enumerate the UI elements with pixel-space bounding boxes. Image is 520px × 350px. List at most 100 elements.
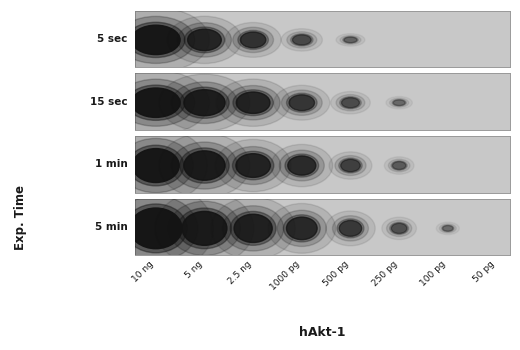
Ellipse shape [393, 100, 405, 106]
Ellipse shape [226, 85, 280, 120]
Ellipse shape [133, 149, 179, 182]
Ellipse shape [391, 223, 407, 233]
Ellipse shape [177, 208, 231, 249]
Ellipse shape [126, 22, 185, 57]
Text: 500 pg: 500 pg [322, 259, 350, 288]
Text: 2.5 ng: 2.5 ng [227, 259, 253, 286]
Ellipse shape [159, 133, 250, 198]
Ellipse shape [132, 88, 180, 117]
Ellipse shape [291, 34, 313, 46]
Ellipse shape [443, 225, 453, 231]
Ellipse shape [283, 215, 320, 242]
Ellipse shape [281, 29, 322, 51]
Ellipse shape [281, 90, 322, 116]
Ellipse shape [274, 85, 330, 120]
Ellipse shape [382, 217, 417, 239]
Ellipse shape [168, 201, 240, 255]
Ellipse shape [211, 197, 295, 259]
Ellipse shape [439, 224, 456, 233]
Ellipse shape [230, 211, 276, 245]
Ellipse shape [102, 70, 210, 135]
Ellipse shape [240, 32, 266, 48]
Ellipse shape [172, 142, 238, 189]
Ellipse shape [226, 147, 281, 184]
Ellipse shape [436, 222, 459, 234]
Ellipse shape [215, 139, 291, 192]
Ellipse shape [188, 29, 222, 51]
Ellipse shape [331, 92, 370, 114]
Ellipse shape [223, 206, 284, 251]
Text: hAkt-1: hAkt-1 [299, 327, 346, 340]
Ellipse shape [236, 154, 270, 177]
Ellipse shape [182, 211, 227, 245]
Text: 5 sec: 5 sec [97, 34, 127, 44]
Ellipse shape [180, 148, 229, 183]
Ellipse shape [180, 87, 229, 118]
Ellipse shape [268, 203, 335, 253]
Ellipse shape [392, 99, 406, 106]
Ellipse shape [234, 214, 272, 243]
Ellipse shape [236, 92, 270, 113]
Ellipse shape [155, 191, 254, 266]
Ellipse shape [336, 34, 365, 46]
Ellipse shape [238, 30, 268, 49]
Ellipse shape [98, 184, 213, 273]
Text: 10 ng: 10 ng [131, 259, 156, 284]
Ellipse shape [128, 145, 184, 186]
Ellipse shape [167, 16, 241, 63]
Ellipse shape [389, 222, 409, 234]
Text: 1000 pg: 1000 pg [269, 259, 302, 292]
Ellipse shape [337, 219, 364, 238]
Ellipse shape [340, 35, 361, 44]
Ellipse shape [216, 79, 290, 126]
Text: 100 pg: 100 pg [419, 259, 448, 288]
Ellipse shape [117, 79, 194, 126]
Text: 50 pg: 50 pg [472, 259, 497, 284]
Ellipse shape [126, 85, 185, 120]
Ellipse shape [277, 210, 327, 246]
Ellipse shape [336, 94, 365, 111]
Ellipse shape [341, 159, 360, 172]
Ellipse shape [124, 204, 187, 253]
Ellipse shape [177, 23, 231, 57]
Ellipse shape [285, 154, 319, 177]
Text: 5 min: 5 min [95, 222, 127, 232]
Ellipse shape [386, 97, 412, 109]
Ellipse shape [287, 93, 317, 112]
Ellipse shape [339, 220, 362, 236]
Ellipse shape [292, 35, 311, 45]
Ellipse shape [271, 145, 333, 187]
Text: 15 sec: 15 sec [90, 97, 127, 107]
Ellipse shape [343, 36, 358, 43]
Ellipse shape [232, 151, 274, 180]
Ellipse shape [441, 225, 454, 232]
Ellipse shape [289, 95, 315, 111]
Ellipse shape [159, 74, 250, 131]
Text: 5 ng: 5 ng [184, 259, 204, 280]
Ellipse shape [393, 162, 406, 169]
Ellipse shape [184, 90, 225, 116]
Ellipse shape [391, 161, 407, 170]
Ellipse shape [132, 25, 180, 55]
Text: 250 pg: 250 pg [371, 259, 399, 288]
Ellipse shape [287, 217, 317, 240]
Ellipse shape [102, 8, 210, 72]
Ellipse shape [129, 208, 182, 249]
Text: 1 min: 1 min [95, 159, 127, 169]
Ellipse shape [119, 138, 193, 192]
Ellipse shape [335, 156, 366, 175]
Ellipse shape [117, 16, 194, 63]
Text: Exp. Time: Exp. Time [15, 184, 28, 250]
Ellipse shape [288, 156, 316, 175]
Ellipse shape [105, 128, 207, 203]
Ellipse shape [332, 216, 369, 241]
Ellipse shape [326, 211, 375, 246]
Ellipse shape [184, 151, 225, 180]
Ellipse shape [342, 98, 359, 108]
Ellipse shape [386, 220, 412, 237]
Ellipse shape [384, 157, 414, 174]
Ellipse shape [344, 37, 357, 43]
Ellipse shape [279, 150, 324, 181]
Ellipse shape [172, 82, 238, 124]
Ellipse shape [184, 27, 225, 53]
